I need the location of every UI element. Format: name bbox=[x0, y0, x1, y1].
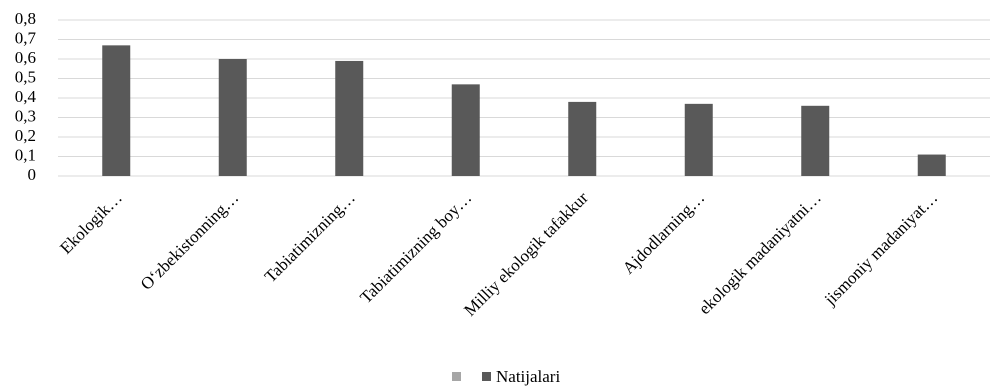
x-tick-label: Tabiatimizning boy… bbox=[356, 188, 475, 307]
x-tick-label: Ekologik… bbox=[56, 188, 126, 258]
x-tick-label: O‘zbekistonning… bbox=[137, 188, 243, 294]
bar bbox=[568, 101, 597, 176]
bar bbox=[102, 45, 131, 176]
y-tick-label: 0,3 bbox=[15, 106, 36, 125]
y-tick-label: 0,2 bbox=[15, 126, 36, 145]
y-tick-label: 0,5 bbox=[15, 67, 36, 86]
bar bbox=[917, 154, 946, 176]
y-tick-label: 0,7 bbox=[15, 28, 37, 47]
legend-swatch-empty bbox=[452, 372, 461, 381]
y-tick-label: 0,6 bbox=[15, 48, 36, 67]
bar bbox=[451, 84, 480, 176]
x-tick-label: Tabiatimizning… bbox=[261, 188, 359, 286]
x-tick-label: jismoniy madaniyat… bbox=[820, 188, 941, 309]
y-tick-label: 0,8 bbox=[15, 9, 36, 28]
bar bbox=[335, 60, 364, 177]
x-tick-label: Ajdodlarning… bbox=[619, 188, 709, 278]
y-tick-label: 0,1 bbox=[15, 145, 36, 164]
x-tick-label: Milliy ekologik tafakkur bbox=[460, 188, 592, 320]
legend-swatch bbox=[482, 372, 491, 381]
legend-label: Natijalari bbox=[496, 367, 560, 386]
y-tick-label: 0 bbox=[28, 165, 37, 184]
bar bbox=[684, 103, 713, 176]
bar bbox=[801, 105, 830, 176]
x-tick-label: ekologik madaniyatni… bbox=[695, 188, 825, 318]
y-tick-label: 0,4 bbox=[15, 87, 37, 106]
bar bbox=[218, 59, 247, 176]
